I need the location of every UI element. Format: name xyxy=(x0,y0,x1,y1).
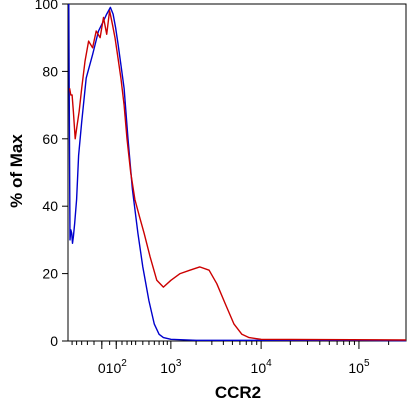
x-tick-label: 105 xyxy=(348,358,370,376)
x-axis-title: CCR2 xyxy=(215,383,261,402)
x-axis: 0 102 103 104 105 xyxy=(71,341,390,376)
y-tick-label: 100 xyxy=(35,0,59,12)
y-tick-label: 20 xyxy=(42,266,58,282)
plot-border xyxy=(67,3,407,342)
x-tick-label: 102 xyxy=(106,358,128,376)
y-tick-label: 80 xyxy=(42,63,58,79)
y-tick-label: 40 xyxy=(42,198,58,214)
y-axis-title: % of Max xyxy=(7,134,26,208)
y-tick-label: 0 xyxy=(50,333,58,349)
x-tick-label: 103 xyxy=(160,358,182,376)
plot-frame xyxy=(67,3,407,342)
y-axis: 0 20 40 60 80 100 xyxy=(35,0,68,349)
blue-series-line xyxy=(68,3,407,342)
series-layer xyxy=(68,3,407,342)
x-tick-label: 0 xyxy=(98,360,106,376)
x-tick-label: 104 xyxy=(251,358,273,376)
y-tick-label: 60 xyxy=(42,131,58,147)
red-series-line xyxy=(68,9,407,341)
